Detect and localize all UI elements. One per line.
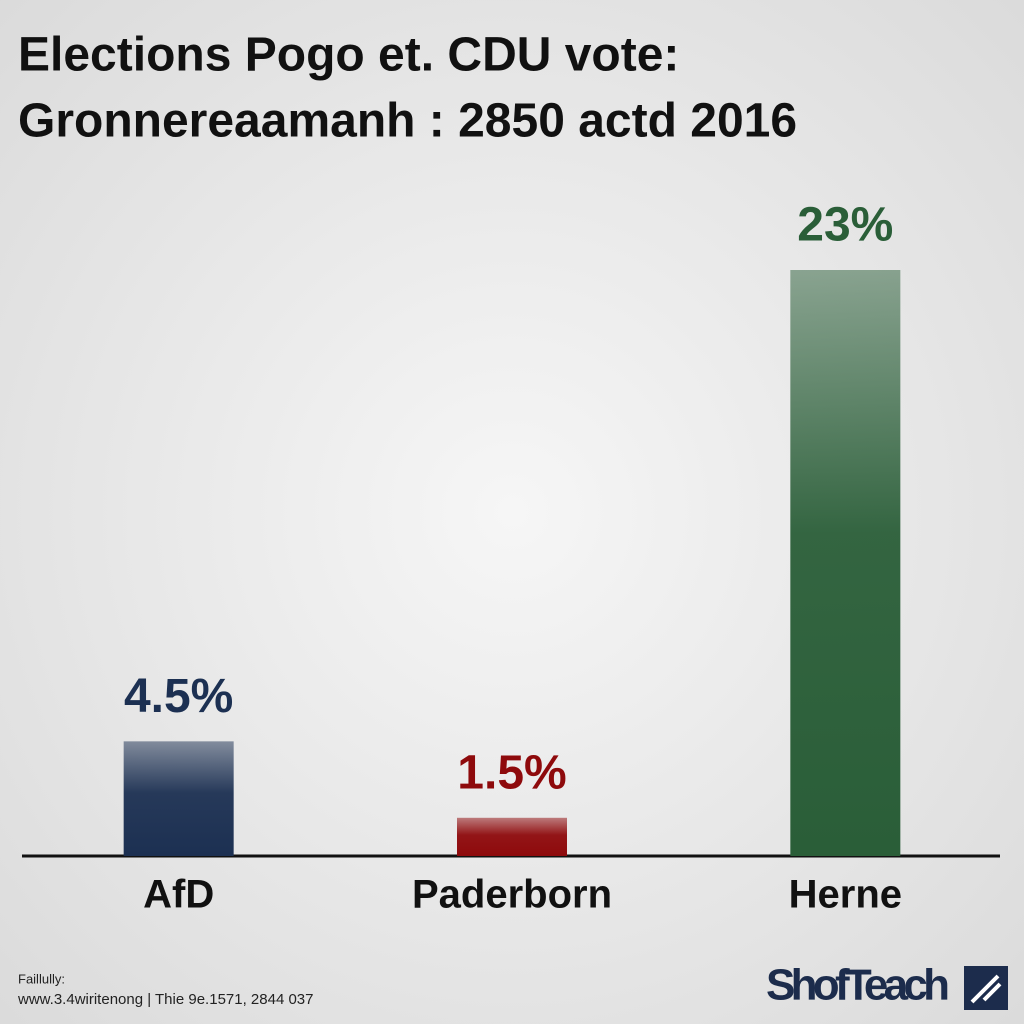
value-label: 4.5%	[124, 670, 233, 723]
brand-logo-mark	[970, 974, 1002, 1004]
value-label: 23%	[797, 199, 893, 252]
brand: ShofTeach	[766, 961, 950, 1010]
bar	[123, 741, 234, 856]
x-tick-label: Paderborn	[412, 873, 612, 917]
source: www.3.4wiritenong | Thie 9e.1571, 2844 0…	[17, 991, 314, 1008]
chart-title: Gronnereaamanh : 2850 actd 2016	[18, 95, 797, 148]
x-tick-label: Herne	[789, 873, 902, 917]
value-label: 1.5%	[457, 746, 566, 799]
x-tick-label: AfD	[143, 873, 214, 917]
bar	[790, 270, 901, 856]
source: Faillully:	[18, 971, 65, 986]
bar	[457, 817, 567, 856]
chart-title: Elections Pogo et. CDU vote:	[18, 29, 679, 82]
